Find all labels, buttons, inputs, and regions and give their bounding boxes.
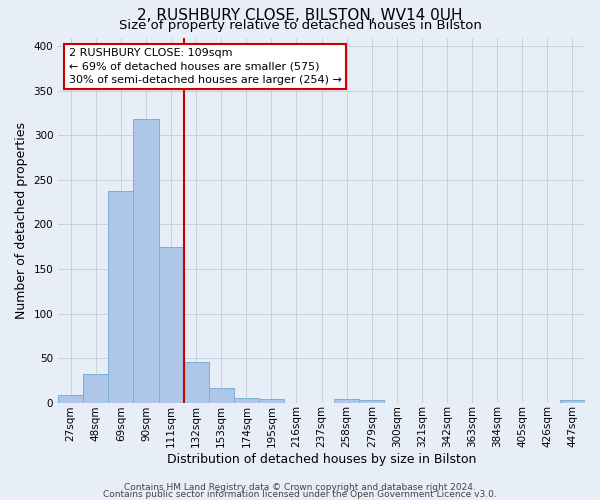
Bar — [259, 399, 284, 402]
Bar — [133, 120, 158, 403]
Text: Contains HM Land Registry data © Crown copyright and database right 2024.: Contains HM Land Registry data © Crown c… — [124, 483, 476, 492]
Bar — [109, 190, 133, 402]
Bar — [234, 398, 259, 402]
Text: Size of property relative to detached houses in Bilston: Size of property relative to detached ho… — [119, 18, 481, 32]
Text: 2 RUSHBURY CLOSE: 109sqm
← 69% of detached houses are smaller (575)
30% of semi-: 2 RUSHBURY CLOSE: 109sqm ← 69% of detach… — [69, 48, 341, 85]
Text: 2, RUSHBURY CLOSE, BILSTON, WV14 0UH: 2, RUSHBURY CLOSE, BILSTON, WV14 0UH — [137, 8, 463, 22]
Y-axis label: Number of detached properties: Number of detached properties — [15, 122, 28, 318]
Bar — [83, 374, 109, 402]
Bar — [58, 396, 83, 402]
Text: Contains public sector information licensed under the Open Government Licence v3: Contains public sector information licen… — [103, 490, 497, 499]
X-axis label: Distribution of detached houses by size in Bilston: Distribution of detached houses by size … — [167, 453, 476, 466]
Bar — [334, 399, 359, 402]
Bar — [158, 246, 184, 402]
Bar — [560, 400, 585, 402]
Bar — [359, 400, 385, 402]
Bar — [209, 388, 234, 402]
Bar — [184, 362, 209, 403]
